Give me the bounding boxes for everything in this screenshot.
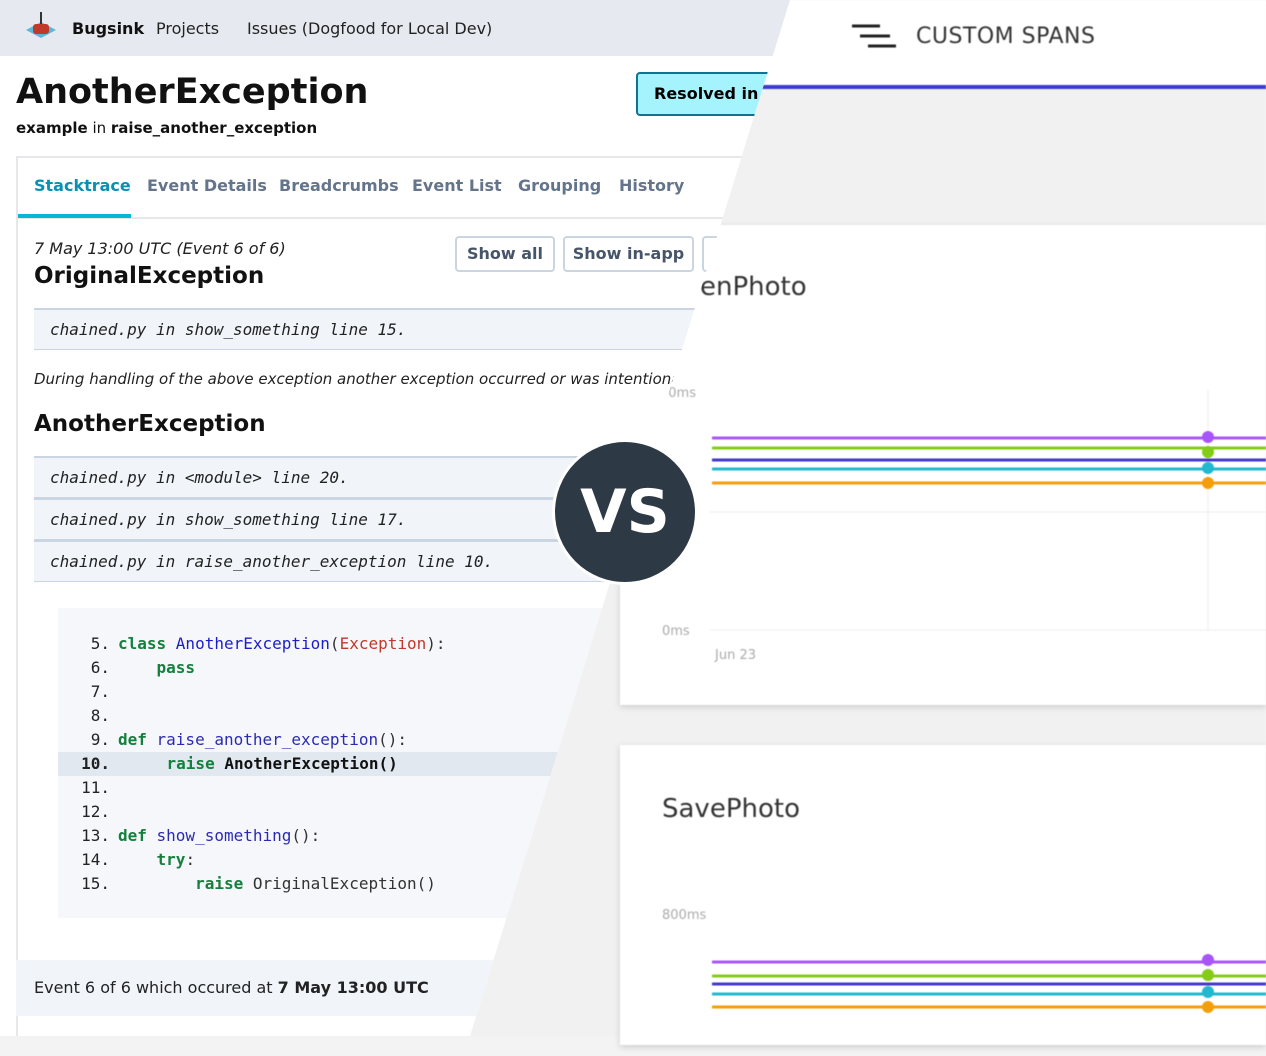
code-line: 12.	[58, 800, 558, 824]
code-line: 9. def raise_another_exception():	[58, 728, 558, 752]
code-line: 15. raise OriginalException()	[58, 872, 558, 896]
chart-card	[620, 225, 1266, 705]
code-token: show_something	[156, 826, 292, 845]
header-accent	[760, 85, 1266, 89]
chart-lines	[712, 954, 1266, 1013]
code-token: AnotherException	[175, 634, 330, 653]
exception-name: OriginalException	[34, 263, 265, 289]
header-bar	[760, 0, 1266, 86]
line-number: 8.	[90, 706, 110, 725]
header-title: CUSTOM SPANS	[916, 24, 1096, 49]
tab[interactable]: Stacktrace	[34, 176, 131, 195]
issue-title: AnotherException	[16, 72, 369, 112]
code-token: Exception	[339, 634, 427, 653]
button[interactable]: Show in-app	[563, 236, 694, 272]
tab[interactable]: Event List	[412, 176, 502, 195]
line-number: 13.	[81, 826, 110, 845]
line-number: 14.	[81, 850, 110, 869]
line-number: 15.	[81, 874, 110, 893]
exception-name: AnotherException	[34, 411, 266, 437]
event-meta: 7 May 13:00 UTC (Event 6 of 6)	[34, 239, 286, 258]
chain-note: During handling of the above exception a…	[34, 370, 724, 388]
code-token: def	[118, 730, 157, 749]
code-token: class	[118, 634, 176, 653]
axis-label: 0ms	[662, 624, 690, 639]
vs-badge: VS	[552, 439, 698, 585]
code-token: :	[185, 850, 196, 869]
code-token: (	[329, 634, 340, 653]
code-line: 13. def show_something():	[58, 824, 558, 848]
footer-date: 7 May 13:00 UTC	[277, 978, 429, 997]
line-number: 5.	[90, 634, 110, 653]
issue-subtitle: example in raise_another_exception	[16, 119, 317, 137]
line-number: 6.	[90, 658, 110, 677]
code-token: ():	[291, 826, 321, 845]
button[interactable]: Show all	[455, 236, 555, 272]
code-line: 11.	[58, 776, 558, 800]
footer-text: Event 6 of 6 which occured at	[34, 978, 273, 997]
tab-divider	[18, 217, 790, 219]
code-token: ):	[426, 634, 446, 653]
tab[interactable]: Event Details	[147, 176, 267, 195]
line-number: 10.	[81, 754, 110, 773]
active-tab-underline	[18, 214, 131, 218]
menu-icon	[852, 24, 896, 48]
code-token: def	[118, 826, 157, 845]
code-line: 14. try:	[58, 848, 558, 872]
code-token: raise	[118, 874, 253, 893]
code-token: raise_another_exception	[156, 730, 379, 749]
logo	[26, 12, 56, 38]
line-number: 9.	[90, 730, 110, 749]
code-line: 5. class AnotherException(Exception):	[58, 632, 558, 656]
module: example	[16, 119, 88, 137]
content-card	[16, 156, 790, 1036]
nav-link[interactable]: Projects	[156, 19, 220, 38]
code-token: pass	[118, 658, 196, 677]
card-title: SavePhoto	[662, 794, 800, 824]
line-number: 11.	[81, 778, 110, 797]
axis-label: 800ms	[662, 908, 707, 923]
code-line: 6. pass	[58, 656, 558, 680]
chart-lines	[710, 390, 1266, 631]
code-line: 10. raise AnotherException()	[58, 752, 558, 776]
code-token: try	[118, 850, 186, 869]
tab[interactable]: Breadcrumbs	[279, 176, 399, 195]
function: raise_another_exception	[110, 119, 318, 137]
brand[interactable]: Bugsink	[72, 19, 145, 38]
line-number: 7.	[90, 682, 110, 701]
tab[interactable]: Grouping	[518, 176, 602, 195]
code-token: AnotherException()	[224, 754, 398, 773]
code-token: raise	[128, 754, 225, 773]
code-line: 8.	[58, 704, 558, 728]
code-token: OriginalException()	[252, 874, 436, 893]
code-line: 7.	[58, 680, 558, 704]
nav-link[interactable]: Issues (Dogfood for Local Dev)	[247, 19, 493, 38]
line-number: 12.	[81, 802, 110, 821]
card-title: enPhoto	[700, 272, 807, 302]
date-label: Jun 23	[715, 648, 756, 663]
joiner: in	[92, 119, 107, 137]
frame[interactable]: chained.py in show_something line 15.	[34, 308, 734, 350]
nav-bar	[0, 0, 790, 56]
code-token: ():	[378, 730, 407, 749]
tab[interactable]: History	[619, 176, 685, 195]
